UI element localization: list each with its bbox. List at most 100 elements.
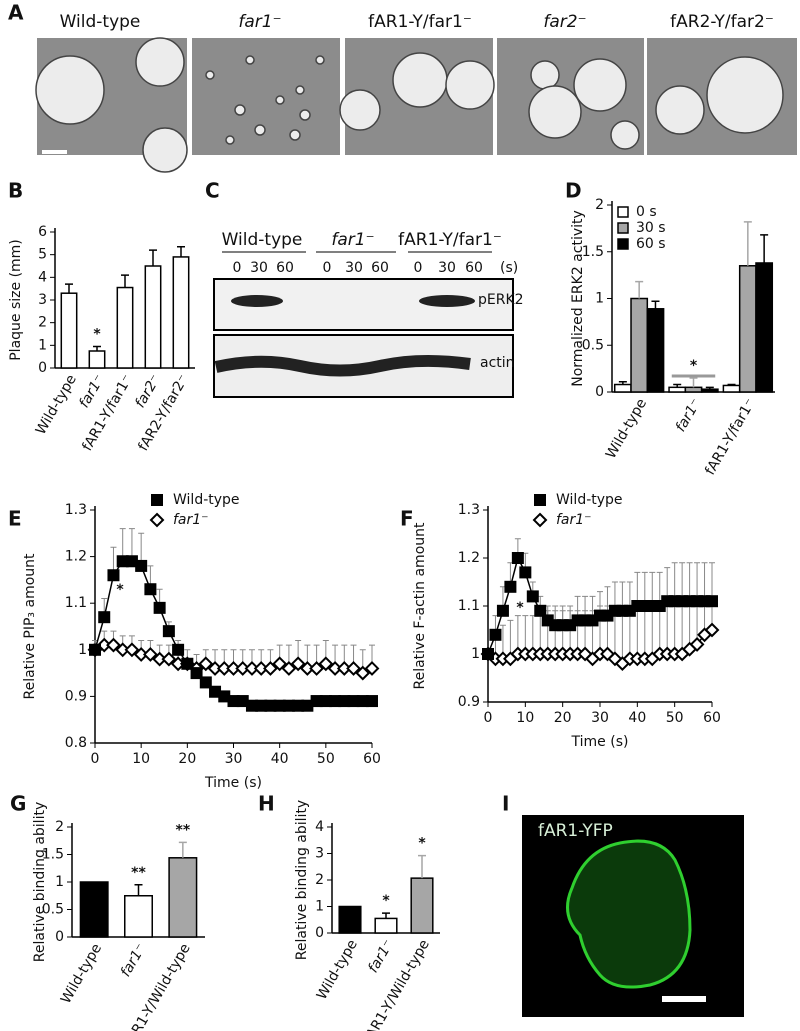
x-tick-label: 0 xyxy=(484,710,493,726)
error-bar xyxy=(382,912,390,919)
y-tick-label: 6 xyxy=(38,224,47,240)
x-tick-label: 50 xyxy=(666,710,684,726)
row-label: actin xyxy=(480,355,515,371)
bar xyxy=(60,292,78,369)
legend-label: Wild-type xyxy=(556,492,623,508)
error-bar xyxy=(705,386,714,390)
panel-letter: B xyxy=(8,179,23,203)
x-tick-label: 30 xyxy=(591,710,609,726)
x-tick-label: Wild-type xyxy=(58,941,105,1007)
x-tick-label: 0 xyxy=(91,751,100,767)
point xyxy=(264,699,277,712)
band xyxy=(231,295,283,307)
y-tick-label: 1.3 xyxy=(458,502,480,518)
lane-label: 60 xyxy=(371,260,389,276)
point xyxy=(218,690,231,703)
lane-label: 30 xyxy=(438,260,456,276)
point xyxy=(347,695,360,708)
legend-marker xyxy=(534,494,546,506)
point xyxy=(489,628,502,641)
error-bar xyxy=(65,283,73,294)
plaque xyxy=(573,58,627,112)
plaque xyxy=(706,56,784,134)
error-bar xyxy=(651,300,660,309)
point xyxy=(89,643,101,656)
series-line xyxy=(94,560,372,707)
significance: * xyxy=(382,893,390,909)
bar xyxy=(116,286,134,369)
panel-letter: E xyxy=(8,507,22,531)
error-bar xyxy=(689,377,698,388)
plaque xyxy=(275,95,285,105)
error-bar xyxy=(694,562,701,602)
error-bar xyxy=(760,234,769,263)
y-tick-label: 0.8 xyxy=(65,735,87,751)
legend-label: Wild-type xyxy=(173,492,240,508)
panel-letter: G xyxy=(10,792,26,816)
x-tick-label: 20 xyxy=(178,751,196,767)
legend-label: far1⁻ xyxy=(556,512,592,528)
x-tick-label: 50 xyxy=(317,751,335,767)
point xyxy=(329,695,342,708)
y-tick-label: 1.3 xyxy=(65,502,87,518)
scale-bar xyxy=(42,150,67,154)
error-bar xyxy=(727,383,736,386)
bar xyxy=(630,297,649,393)
x-tick-label: Wild-type xyxy=(314,937,361,1003)
x-tick-label: 60 xyxy=(363,751,381,767)
y-tick-label: 2 xyxy=(38,315,47,331)
significance: * xyxy=(93,326,101,342)
photo-label: far2⁻ xyxy=(543,12,586,32)
point xyxy=(172,643,185,656)
plaque xyxy=(289,129,301,141)
plaque-photos xyxy=(35,37,797,173)
plaque xyxy=(315,55,325,65)
legend-marker xyxy=(149,512,165,528)
point xyxy=(124,642,140,658)
annotation: * xyxy=(116,582,124,598)
band xyxy=(214,354,471,377)
bar xyxy=(168,857,198,938)
point xyxy=(282,699,295,712)
lane-label: 60 xyxy=(465,260,483,276)
point xyxy=(706,595,718,608)
y-tick-label: 5 xyxy=(38,247,47,263)
row-label: pERK2 xyxy=(478,292,524,308)
plaque xyxy=(610,120,640,150)
point xyxy=(338,695,351,708)
y-tick-label: 0.5 xyxy=(42,902,64,918)
plaque xyxy=(135,37,185,87)
x-tick-label: fAR1-Y/far1⁻ xyxy=(702,396,759,478)
point xyxy=(135,559,148,572)
lane-label: 0 xyxy=(323,260,332,276)
x-tick-label: Wild-type xyxy=(603,396,650,462)
point xyxy=(245,699,258,712)
legend-label: 0 s xyxy=(636,204,657,220)
point xyxy=(577,646,593,662)
y-tick-label: 1.5 xyxy=(42,847,64,863)
x-tick-label: far1⁻ xyxy=(365,937,397,976)
scale-bar xyxy=(662,996,706,1002)
y-tick-label: 1.2 xyxy=(65,549,87,565)
point xyxy=(236,695,249,708)
unit-label: (s) xyxy=(500,260,518,276)
x-tick-label: 20 xyxy=(554,710,572,726)
y-axis-label: Plaque size (mm) xyxy=(8,239,24,361)
y-tick-label: 1.5 xyxy=(582,244,604,260)
plaque xyxy=(225,135,235,145)
panel-letter: C xyxy=(205,179,220,203)
y-tick-label: 1.1 xyxy=(65,595,87,611)
band xyxy=(419,295,475,307)
point xyxy=(106,637,121,653)
plaque xyxy=(142,127,188,173)
y-axis-label: Relative F-actin amount xyxy=(412,522,428,690)
legend-swatch xyxy=(617,206,629,218)
x-tick-label: Wild-type xyxy=(33,372,80,438)
y-tick-label: 1 xyxy=(55,874,64,890)
plaque xyxy=(392,52,448,108)
y-tick-label: 2 xyxy=(55,819,64,835)
x-tick-label: 10 xyxy=(516,710,534,726)
bar xyxy=(88,350,106,369)
plaque xyxy=(234,104,246,116)
significance: ** xyxy=(131,865,146,881)
